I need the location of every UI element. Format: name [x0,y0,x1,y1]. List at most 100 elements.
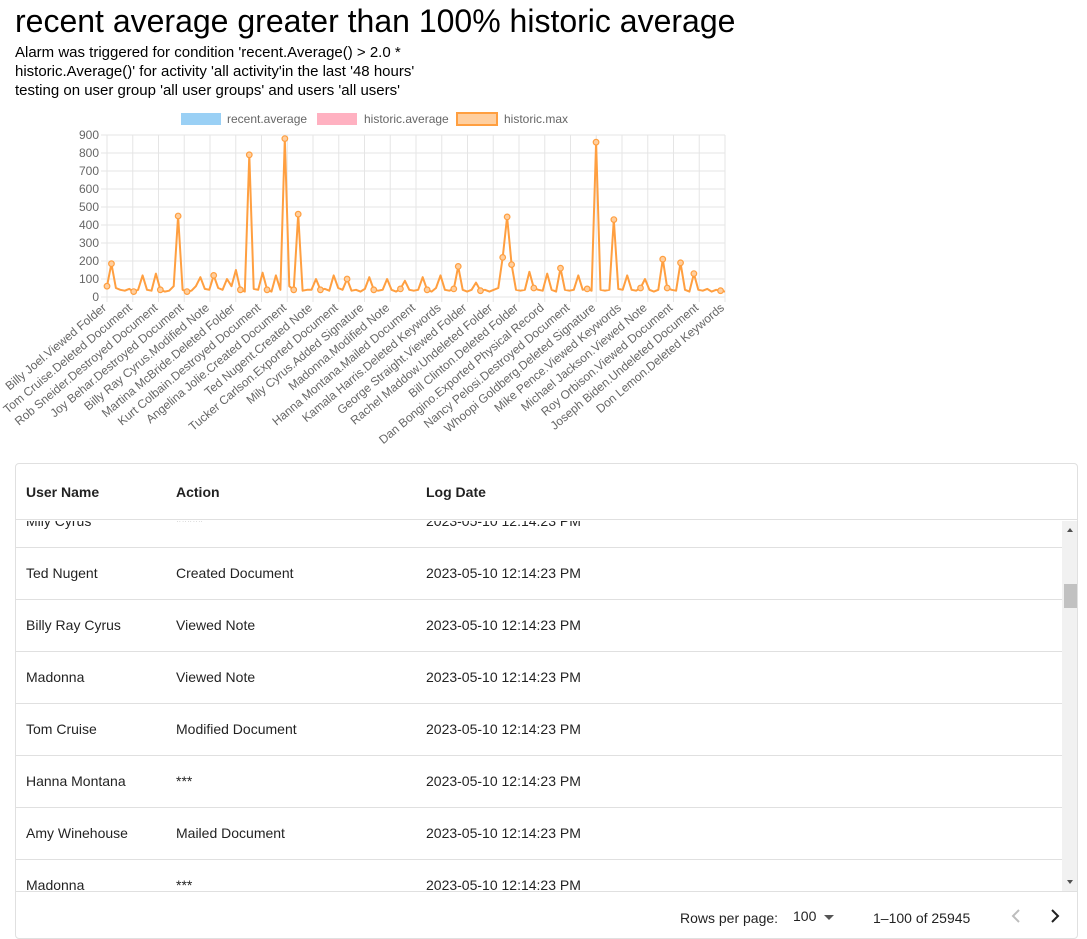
table-row[interactable]: Hanna Montana *** 2023-05-10 12:14:23 PM [16,756,1062,808]
legend-label: historic.max [504,112,568,126]
rows-per-page-label: Rows per page: [680,910,779,926]
rows-per-page-value: 100 [793,908,817,924]
table-row[interactable]: Billy Ray Cyrus Viewed Note 2023-05-10 1… [16,600,1062,652]
data-point-historic-max [503,213,511,221]
y-tick-label: 900 [79,128,99,142]
activity-data-grid: User Name Action Log Date Mily Cyrus ***… [15,463,1078,939]
grid-header: User Name Action Log Date [16,464,1077,520]
table-row[interactable]: Mily Cyrus ***** 2023-05-10 12:14:23 PM [16,521,1062,548]
data-point-historic-max [130,288,138,296]
data-point-historic-max [290,286,298,294]
cell-user-name: Amy Winehouse [26,825,128,841]
data-point-historic-max [236,286,244,294]
page-title: recent average greater than 100% histori… [15,3,736,39]
column-header-log-date[interactable]: Log Date [426,484,486,500]
alarm-description-line: testing on user group 'all user groups' … [15,82,400,99]
vertical-scrollbar[interactable] [1062,521,1077,891]
alarm-description-line: Alarm was triggered for condition 'recen… [15,44,401,61]
data-point-historic-max [717,287,724,295]
data-point-historic-max [174,212,182,220]
data-point-historic-max [183,288,191,296]
chevron-left-icon [1011,909,1020,923]
y-tick-label: 400 [79,218,99,232]
data-point-historic-max [281,135,289,142]
data-point-historic-max [450,285,458,293]
data-point-historic-max [583,285,591,293]
caret-down-icon [824,914,835,920]
cell-log-date: 2023-05-10 12:14:23 PM [426,617,581,633]
data-point-historic-max [245,151,253,159]
cell-action: *** [176,877,193,891]
y-tick-label: 500 [79,200,99,214]
y-tick-label: 300 [79,236,99,250]
cell-action: Created Document [176,565,294,581]
legend-swatch [317,113,357,125]
data-point-historic-max [103,282,111,290]
table-row[interactable]: Ted Nugent Created Document 2023-05-10 1… [16,548,1062,600]
data-point-historic-max [610,216,618,223]
cell-log-date: 2023-05-10 12:14:23 PM [426,825,581,841]
data-point-historic-max [557,264,564,272]
table-row[interactable]: Madonna *** 2023-05-10 12:14:23 PM [16,860,1062,891]
data-point-historic-max [659,255,667,263]
cell-user-name: Tom Cruise [26,721,97,737]
data-point-historic-max [156,286,164,294]
table-row[interactable]: Amy Winehouse Mailed Document 2023-05-10… [16,808,1062,860]
alarm-description-line: historic.Average()' for activity 'all ac… [15,63,415,80]
scroll-down-icon[interactable] [1067,880,1073,884]
data-point-historic-max [499,253,507,261]
data-point-historic-max [397,285,404,293]
cell-log-date: 2023-05-10 12:14:23 PM [426,669,581,685]
data-point-historic-max [677,259,684,267]
data-point-historic-max [637,284,644,292]
column-header-user-name[interactable]: User Name [26,484,100,500]
data-point-historic-max [423,286,431,294]
data-point-historic-max [690,270,698,278]
cell-log-date: 2023-05-10 12:14:23 PM [426,565,581,581]
cell-user-name: Mily Cyrus [26,521,92,529]
y-tick-label: 800 [79,146,99,160]
cell-action: Modified Document [176,721,297,737]
column-header-action[interactable]: Action [176,484,220,500]
series-line-historic-max [106,137,726,293]
previous-page-button[interactable] [1004,904,1028,928]
scroll-up-icon[interactable] [1067,528,1073,532]
rows-per-page-select[interactable]: 100 [793,908,835,924]
legend-swatch [181,113,221,125]
cell-user-name: Ted Nugent [26,565,98,581]
data-point-historic-max [508,261,515,269]
data-point-historic-max [592,138,600,146]
data-point-historic-max [477,287,484,295]
y-tick-label: 200 [79,254,99,268]
cell-action: *** [176,773,193,789]
cell-action: Mailed Document [176,825,285,841]
table-row[interactable]: Madonna Viewed Note 2023-05-10 12:14:23 … [16,652,1062,704]
legend-label: historic.average [364,112,449,126]
cell-user-name: Madonna [26,669,85,685]
data-point-historic-max [317,286,324,294]
cell-action: Viewed Note [176,617,256,633]
cell-user-name: Billy Ray Cyrus [26,617,121,633]
cell-log-date: 2023-05-10 12:14:23 PM [426,773,581,789]
grid-body[interactable]: Mily Cyrus ***** 2023-05-10 12:14:23 PM … [16,521,1062,891]
cell-log-date: 2023-05-10 12:14:23 PM [426,877,581,891]
y-tick-label: 100 [79,272,99,286]
table-row[interactable]: Tom Cruise Modified Document 2023-05-10 … [16,704,1062,756]
cell-action: ***** [176,521,204,529]
data-point-historic-max [210,271,218,279]
page-range-text: 1–100 of 25945 [873,910,971,926]
scrollbar-thumb[interactable] [1064,584,1077,608]
y-tick-label: 600 [79,182,99,196]
cell-user-name: Hanna Montana [26,773,126,789]
data-point-historic-max [343,275,351,283]
data-point-historic-max [530,284,538,292]
next-page-button[interactable] [1043,904,1067,928]
cell-log-date: 2023-05-10 12:14:23 PM [426,521,581,529]
chevron-right-icon [1051,909,1060,923]
data-point-historic-max [454,262,462,270]
alarm-description: Alarm was triggered for condition 'recen… [15,43,485,100]
cell-user-name: Madonna [26,877,85,891]
legend-swatch [456,112,498,126]
grid-pagination: Rows per page: 100 1–100 of 25945 [16,891,1077,938]
